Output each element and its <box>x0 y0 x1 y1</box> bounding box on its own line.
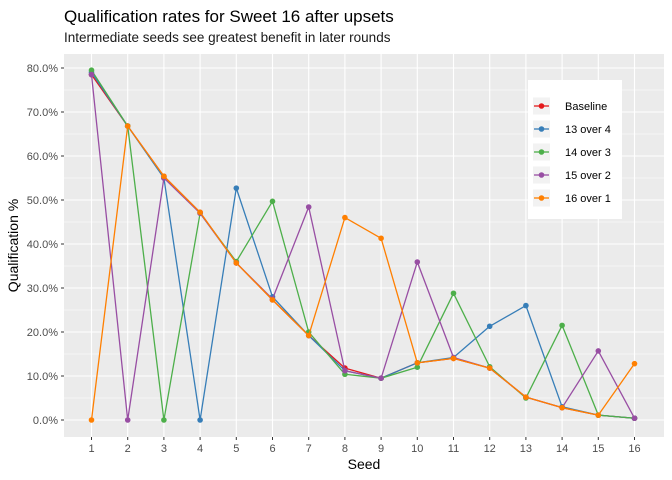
x-tick-label: 8 <box>342 443 348 455</box>
series-16-over-1 <box>88 123 638 423</box>
series-line <box>90 69 635 421</box>
data-point <box>269 297 276 303</box>
data-point <box>450 290 457 297</box>
legend-label: 16 over 1 <box>565 193 611 205</box>
y-tick-label: 0.0% <box>33 415 58 427</box>
legend: Baseline 13 over 4 14 over 3 15 over 2 16 ov… <box>528 80 622 219</box>
data-point <box>414 259 421 265</box>
legend-label: 15 over 2 <box>565 170 611 182</box>
data-point <box>124 123 131 129</box>
data-point <box>88 71 95 78</box>
legend-key-point <box>538 103 545 109</box>
data-point <box>161 417 167 423</box>
y-axis-title: Qualification % <box>5 199 21 292</box>
x-tick-label: 13 <box>520 443 532 455</box>
data-point <box>486 365 493 371</box>
data-point <box>595 412 602 418</box>
x-tick-label: 9 <box>378 443 384 455</box>
legend-key-point <box>538 172 545 178</box>
legend-key-point <box>538 149 545 155</box>
data-point <box>378 235 384 242</box>
y-tick-label: 70.0% <box>27 107 58 119</box>
x-tick-label: 3 <box>161 443 167 455</box>
legend-key-point <box>538 126 545 132</box>
series-lines <box>88 67 638 423</box>
y-tick-label: 20.0% <box>27 327 58 339</box>
x-tick-label: 16 <box>628 443 640 455</box>
data-point <box>414 360 421 366</box>
data-point <box>378 375 384 382</box>
data-point <box>342 214 348 221</box>
y-tick-label: 60.0% <box>27 151 58 163</box>
data-point <box>559 404 565 411</box>
x-tick-label: 5 <box>233 443 239 455</box>
x-tick-label: 15 <box>592 443 604 455</box>
data-point <box>523 394 529 400</box>
y-tick-label: 40.0% <box>27 239 58 251</box>
y-tick-label: 30.0% <box>27 283 58 295</box>
x-tick-label: 4 <box>197 443 203 455</box>
x-tick-label: 12 <box>484 443 496 455</box>
data-point <box>414 364 421 371</box>
legend-item: 14 over 3 <box>533 143 611 161</box>
data-point <box>595 348 602 354</box>
data-point <box>450 355 457 362</box>
legend-key-point <box>538 195 545 201</box>
data-point <box>269 198 276 205</box>
legend-item: 16 over 1 <box>533 189 611 207</box>
data-point <box>197 417 203 423</box>
x-tick-label: 7 <box>306 443 312 455</box>
legend-label: 14 over 3 <box>565 147 611 159</box>
legend-label: 13 over 4 <box>565 124 611 136</box>
data-point <box>233 185 240 191</box>
data-point <box>631 415 638 422</box>
data-point <box>124 417 131 423</box>
data-point <box>559 322 565 329</box>
data-point <box>197 209 203 216</box>
chart-title: Qualification rates for Sweet 16 after u… <box>64 7 394 26</box>
data-point <box>305 204 312 210</box>
y-tick-label: 50.0% <box>27 195 58 207</box>
data-point <box>486 323 493 330</box>
x-tick-label: 2 <box>125 443 131 455</box>
series-line <box>90 125 636 421</box>
axes: 0.0% 10.0% 20.0% 30.0% 40.0% 50.0% 60.0% 70.0% 8… <box>27 63 641 455</box>
legend-label: Baseline <box>565 101 607 113</box>
x-tick-label: 11 <box>448 443 459 455</box>
chart-subtitle: Intermediate seeds see greatest benefit … <box>64 30 391 45</box>
data-point <box>523 302 529 309</box>
legend-item: 15 over 2 <box>533 166 611 184</box>
y-tick-label: 80.0% <box>27 63 58 75</box>
data-point <box>161 173 167 180</box>
y-tick-label: 10.0% <box>27 371 58 383</box>
data-point <box>631 360 638 367</box>
data-point <box>233 260 240 266</box>
data-point <box>305 332 312 339</box>
data-point <box>88 417 95 423</box>
legend-item: Baseline <box>533 97 607 115</box>
x-tick-label: 10 <box>411 443 423 455</box>
x-tick-label: 6 <box>269 443 275 455</box>
data-point <box>88 67 95 73</box>
x-tick-label: 1 <box>88 443 94 455</box>
legend-item: 13 over 4 <box>533 120 611 138</box>
x-tick-label: 14 <box>556 443 568 455</box>
data-point <box>342 367 348 374</box>
x-axis-title: Seed <box>348 456 381 472</box>
